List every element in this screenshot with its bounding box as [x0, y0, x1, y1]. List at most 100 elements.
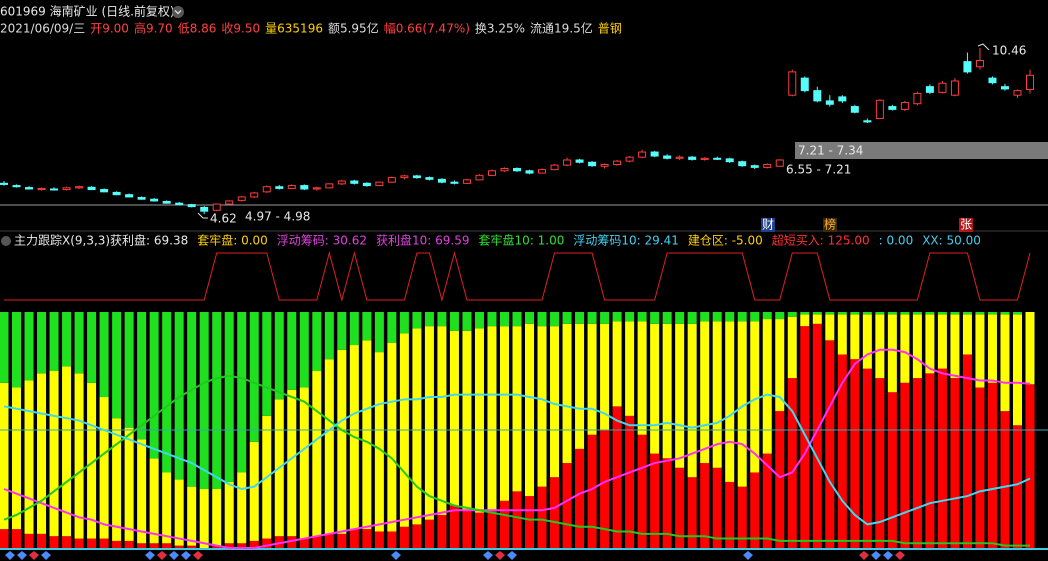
info-item: : 0.00 — [879, 234, 914, 248]
stack-segment — [462, 312, 472, 331]
stack-segment — [900, 382, 910, 548]
indicator-line — [3, 374, 1030, 547]
candle-body — [900, 102, 909, 110]
candle-body — [563, 159, 572, 166]
signal-icon — [29, 551, 39, 560]
stack-segment — [562, 323, 572, 464]
stack-segment — [625, 312, 635, 322]
stack-segment — [562, 312, 572, 324]
stack-segment — [662, 458, 672, 548]
stack-segment — [412, 312, 422, 329]
candle-body — [913, 92, 922, 105]
info-item: 浮动筹码: 30.62 — [277, 234, 367, 248]
stack-segment — [687, 312, 697, 324]
stack-segment — [12, 312, 22, 388]
candle-body — [387, 177, 396, 183]
candle-body — [788, 71, 797, 96]
stack-segment — [337, 533, 347, 548]
stack-segment — [712, 321, 722, 468]
stack-segment — [662, 323, 672, 459]
candle-body — [125, 194, 134, 198]
stack-segment — [262, 538, 272, 548]
stack-segment — [324, 359, 334, 534]
stack-segment — [149, 312, 159, 459]
stack-segment — [800, 314, 810, 327]
candle-body — [800, 77, 809, 92]
stack-segment — [474, 512, 484, 548]
candle-body — [162, 200, 171, 204]
candle-body — [738, 161, 747, 167]
stack-segment — [37, 533, 47, 548]
stack-segment — [962, 312, 972, 315]
stack-segment — [237, 312, 247, 473]
signal-icon — [859, 551, 869, 560]
stack-segment — [337, 349, 347, 534]
indicator-menu-icon[interactable] — [1, 236, 11, 246]
signal-icon — [41, 551, 51, 560]
stack-segment — [237, 472, 247, 544]
stack-segment — [725, 481, 735, 548]
stack-segment — [249, 441, 259, 541]
info-item: 获利盘10: 69.59 — [376, 233, 469, 248]
candle-body — [37, 187, 46, 191]
stack-segment — [525, 496, 535, 548]
candle-body — [87, 186, 96, 191]
candle-body — [12, 185, 21, 188]
stack-segment — [37, 373, 47, 534]
stack-segment — [912, 378, 922, 548]
stack-segment — [700, 463, 710, 548]
stack-segment — [99, 396, 109, 539]
stack-segment — [424, 326, 434, 520]
candle-body — [513, 168, 521, 172]
signal-icon — [743, 551, 753, 560]
stack-segment — [474, 312, 484, 329]
stack-segment — [74, 538, 84, 548]
title-menu-icon[interactable] — [172, 6, 184, 18]
stack-segment — [675, 323, 685, 468]
stack-segment — [187, 486, 197, 546]
stack-segment — [987, 312, 997, 315]
stock-title: 601969 海南矿业 (日线.前复权) — [0, 4, 175, 19]
candle-body — [137, 197, 146, 200]
stack-segment — [387, 342, 397, 532]
stack-segment — [12, 529, 22, 548]
candle-body — [538, 169, 547, 174]
stack-segment — [587, 312, 597, 324]
candle-body — [925, 86, 934, 93]
candle-body — [287, 185, 296, 189]
candle-body — [863, 120, 872, 123]
stack-segment — [1000, 411, 1010, 548]
signal-icon — [871, 551, 881, 560]
stack-segment — [399, 312, 409, 334]
stack-segment — [625, 415, 635, 548]
stack-segment — [512, 491, 522, 548]
stack-segment — [24, 312, 34, 381]
stack-segment — [274, 536, 284, 548]
annotation-pointer — [977, 43, 990, 51]
stack-segment — [637, 434, 647, 548]
stack-segment — [937, 368, 947, 548]
stack-segment — [737, 312, 747, 322]
info-item: 套牢盘: 0.00 — [197, 233, 268, 248]
stack-segment — [575, 323, 585, 449]
stack-segment — [987, 382, 997, 548]
stack-segment — [575, 312, 585, 324]
stack-segment — [187, 312, 197, 487]
stack-segment — [962, 354, 972, 548]
stack-segment — [62, 366, 72, 537]
info-item: XX: 50.00 — [922, 234, 981, 248]
stack-segment — [1000, 314, 1010, 412]
stack-segment — [812, 314, 822, 324]
stack-segment — [600, 323, 610, 430]
candle-body — [150, 198, 159, 202]
candle-body — [663, 155, 672, 159]
candle-body — [225, 200, 234, 205]
stack-segment — [62, 536, 72, 548]
price-annotation: 6.55 - 7.21 — [786, 163, 851, 177]
candle-body — [950, 80, 959, 96]
stack-segment — [149, 543, 159, 548]
stack-segment — [49, 536, 59, 548]
stack-segment — [912, 312, 922, 315]
candle-body — [813, 90, 822, 102]
